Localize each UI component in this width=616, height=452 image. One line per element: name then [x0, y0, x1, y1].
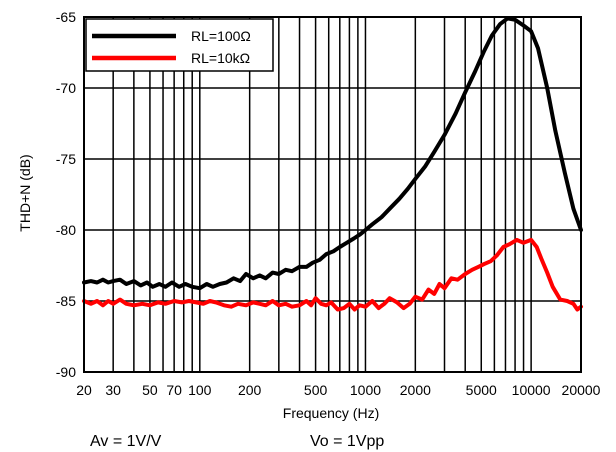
x-tick-label: 2000	[400, 382, 431, 398]
x-tick-label: 200	[238, 382, 262, 398]
legend-label-rl-10k: RL=10kΩ	[191, 50, 250, 66]
y-tick-label: -65	[56, 9, 76, 25]
x-tick-label: 70	[166, 382, 182, 398]
y-tick-label: -90	[56, 364, 76, 380]
x-tick-label: 30	[105, 382, 121, 398]
x-tick-label: 1000	[350, 382, 381, 398]
plot-frame	[83, 16, 582, 373]
y-tick-label: -80	[56, 222, 76, 238]
gain-note: Av = 1V/V	[90, 433, 162, 450]
x-tick-label: 500	[304, 382, 328, 398]
x-tick-label: 50	[142, 382, 158, 398]
legend-label-rl-100: RL=100Ω	[191, 28, 251, 44]
y-tick-label: -75	[56, 151, 76, 167]
x-tick-label: 20000	[562, 382, 601, 398]
series-line-rl-100	[82, 16, 583, 291]
y-axis-label: THD+N (dB)	[17, 154, 33, 231]
x-tick-label: 5000	[466, 382, 497, 398]
y-tick-label: -85	[56, 293, 76, 309]
x-tick-label: 20	[76, 382, 92, 398]
legend: RL=100Ω RL=10kΩ	[85, 18, 274, 72]
series-line-rl-10k	[82, 237, 583, 312]
series-lines	[82, 16, 583, 312]
output-voltage-note: Vo = 1Vpp	[310, 433, 384, 450]
x-tick-label: 10000	[512, 382, 551, 398]
x-tick-label: 100	[188, 382, 212, 398]
y-tick-label: -70	[56, 80, 76, 96]
x-axis-label: Frequency (Hz)	[283, 405, 379, 421]
legend-box	[85, 18, 274, 72]
tick-labels: 20 30 50 70 100 200 500 1000 2000 5000 10000 20000 -…	[56, 9, 601, 398]
